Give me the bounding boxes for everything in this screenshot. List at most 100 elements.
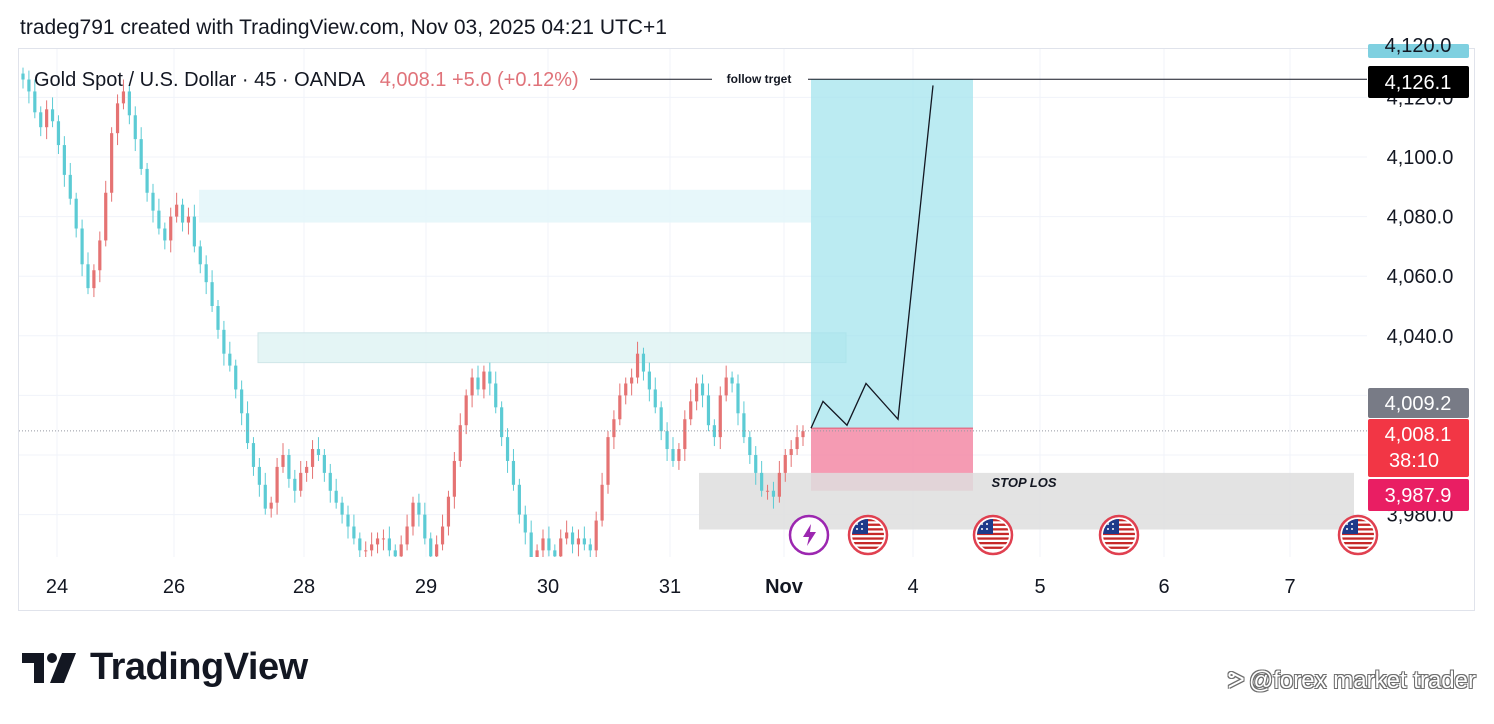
candle-body (612, 419, 616, 438)
candle-body (411, 502, 415, 527)
candle-body (281, 455, 285, 467)
candle-body (263, 484, 267, 509)
candle-body (488, 371, 492, 384)
candle-body (340, 502, 344, 515)
candle-body (192, 216, 196, 247)
x-tick-label: 29 (415, 576, 437, 598)
candle-body (594, 520, 598, 551)
candle-body (169, 216, 173, 241)
candle-body (62, 145, 66, 175)
stop-price-tag-text: 3,987.9 (1385, 485, 1452, 507)
candle-body (795, 437, 799, 450)
gray-price-tag (1368, 388, 1469, 418)
candle-body (375, 538, 380, 545)
chart-frame (18, 48, 1475, 611)
candle-body (440, 526, 445, 545)
candle-body (21, 73, 25, 80)
candle-body (33, 91, 37, 113)
candle-body (240, 389, 244, 414)
candle-body (228, 353, 232, 366)
tradingview-logo[interactable]: TradingView (22, 646, 308, 689)
candle-body (500, 407, 504, 438)
symbol-legend[interactable]: Gold Spot / U.S. Dollar · 45 · OANDA 4,0… (34, 69, 579, 92)
candle-body (133, 115, 137, 140)
candle-body (446, 496, 451, 527)
candle-body (364, 550, 368, 552)
candle-body (754, 455, 758, 473)
target-zone (811, 79, 973, 429)
x-tick-label: Nov (765, 576, 804, 598)
candle-body (671, 449, 675, 461)
candle-body (387, 538, 391, 551)
candle-body (476, 377, 480, 390)
candle-body (287, 455, 291, 479)
peek-price-tag-text: 4,120.0 (1385, 35, 1452, 57)
candle-body (730, 377, 734, 384)
candle-body (718, 395, 722, 438)
candle-body (139, 139, 143, 169)
x-tick-label: 4 (907, 576, 918, 598)
candle-body (482, 371, 486, 390)
candle-body (216, 306, 220, 330)
candle-body (86, 264, 90, 289)
candle-body (748, 437, 752, 455)
x-tick-label: 6 (1158, 576, 1169, 598)
x-tick-label: 24 (46, 576, 68, 598)
candle-body (80, 228, 84, 265)
candle-body (464, 395, 468, 426)
x-tick-label: 26 (163, 576, 185, 598)
x-tick-label: 30 (537, 576, 559, 598)
candle-body (352, 526, 356, 539)
candle-body (405, 526, 409, 545)
x-tick-label: 31 (659, 576, 681, 598)
candle-body (305, 466, 309, 473)
candle-body (334, 490, 338, 503)
candle-body (700, 383, 705, 396)
y-tick-label: 4,060.0 (1387, 266, 1454, 288)
candle-body (771, 490, 776, 497)
candle-body (56, 121, 61, 146)
candle-body (104, 192, 108, 241)
lower-supply-zone (257, 332, 847, 364)
candle-body (760, 472, 764, 491)
candle-body (204, 264, 208, 283)
candle-body (27, 79, 31, 92)
chart-credit: tradeg791 created with TradingView.com, … (20, 16, 667, 39)
candle-body (45, 109, 49, 128)
candle-body (600, 484, 604, 521)
candle-body (151, 192, 155, 211)
last-price-tag (1368, 419, 1469, 477)
candle-body (234, 365, 238, 390)
candle-body (641, 353, 646, 372)
candle-body (606, 437, 610, 485)
candle-body (570, 532, 575, 545)
candle-body (677, 449, 681, 461)
candle-body (724, 377, 728, 396)
candle-body (198, 246, 202, 265)
candle-body (736, 383, 740, 414)
candle-body (257, 466, 261, 485)
candle-body (783, 455, 787, 473)
candle-body (659, 407, 663, 432)
x-tick-label: 5 (1034, 576, 1045, 598)
x-tick-label: 28 (293, 576, 315, 598)
candle-body (582, 538, 586, 545)
candle-body (316, 449, 321, 455)
candle-body (393, 550, 397, 557)
candle-body (470, 377, 474, 396)
tradingview-logo-text: TradingView (90, 646, 308, 688)
candle-body (588, 544, 592, 551)
target-price-tag-text: 4,126.1 (1385, 72, 1452, 94)
candle-body (328, 472, 332, 491)
y-tick-label: 4,080.0 (1387, 207, 1454, 229)
candle-body (423, 514, 427, 539)
candle-body (180, 204, 185, 223)
candle-body (186, 216, 191, 223)
candle-body (381, 538, 386, 540)
candle-body (547, 538, 551, 551)
candle-body (777, 472, 781, 497)
candle-body (541, 538, 545, 551)
candle-body (789, 449, 793, 455)
tradingview-logo-icon (22, 652, 76, 683)
